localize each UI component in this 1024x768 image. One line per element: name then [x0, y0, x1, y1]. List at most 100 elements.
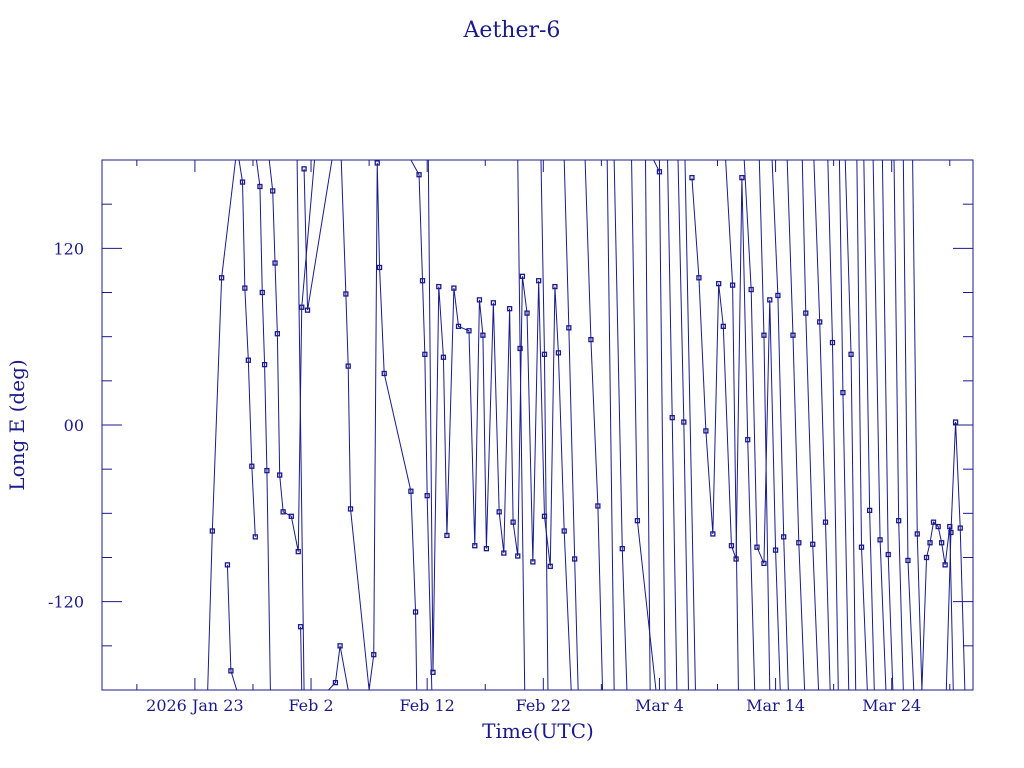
data-point [923, 554, 930, 561]
series-line-segment [921, 521, 954, 690]
data-point [952, 419, 959, 425]
series-line-segment [606, 160, 615, 690]
data-point [297, 624, 304, 630]
data-point [224, 562, 231, 568]
series-line-segment [255, 160, 271, 690]
data-point [496, 509, 502, 515]
data-point [280, 509, 286, 515]
series-line-segment [881, 160, 894, 690]
data-point [790, 332, 796, 338]
data-point [295, 548, 301, 555]
data-point [455, 323, 462, 330]
data-point [277, 472, 283, 478]
data-point [696, 275, 702, 281]
series-longitude [207, 160, 966, 690]
data-point [634, 518, 641, 524]
data-point [259, 289, 265, 296]
data-point [440, 354, 447, 360]
data-point [930, 519, 937, 525]
data-point [424, 493, 430, 499]
data-point [288, 513, 294, 519]
data-point [588, 336, 594, 343]
data-point [938, 540, 945, 546]
data-point [739, 175, 745, 181]
series-line-segment [912, 160, 923, 690]
y-axis-label: Long E (deg) [5, 359, 29, 490]
data-point [720, 323, 726, 330]
data-point [299, 304, 305, 310]
data-point [524, 310, 530, 316]
series-line-segment [856, 160, 868, 690]
data-point [619, 546, 625, 552]
data-point [689, 175, 695, 181]
data-point [381, 370, 387, 377]
data-point [515, 553, 521, 559]
data-point [595, 503, 601, 509]
data-point [476, 297, 483, 303]
data-point [412, 609, 419, 615]
series-line-segment [340, 160, 370, 690]
series-line-segment [801, 160, 820, 690]
data-point [422, 351, 428, 357]
series-line-segment [844, 160, 857, 690]
series-line-segment [368, 162, 418, 690]
data-point [710, 531, 716, 537]
data-point [228, 668, 234, 674]
data-point [656, 169, 663, 175]
y-tick-label: 120 [53, 239, 84, 258]
series-line-segment [303, 160, 333, 311]
series-line-segment [893, 160, 904, 690]
data-point [510, 519, 516, 525]
series-line-segment [631, 160, 657, 690]
data-point [796, 540, 802, 546]
data-point [957, 525, 963, 531]
chart-title: Aether-6 [463, 18, 561, 43]
data-point [218, 275, 225, 281]
series-line-segment [771, 160, 789, 690]
series-line-segment [584, 160, 604, 690]
data-point [480, 332, 486, 338]
series-line-segment [677, 160, 689, 690]
data-point [345, 363, 351, 369]
data-point [541, 351, 548, 357]
x-tick-label: Mar 24 [862, 696, 921, 715]
x-tick-label: Feb 22 [516, 696, 571, 715]
data-point [239, 179, 246, 185]
data-point [245, 357, 251, 363]
y-tick-label: -120 [48, 593, 84, 612]
data-point [419, 278, 426, 284]
series-line-segment [563, 160, 579, 690]
x-axis-label: Time(UTC) [482, 719, 594, 743]
x-tick-label: Mar 4 [635, 696, 684, 715]
data-point [249, 463, 255, 469]
data-point [942, 562, 948, 568]
data-point [885, 551, 891, 558]
data-point [669, 414, 675, 421]
data-point [761, 560, 767, 567]
data-point [371, 652, 377, 658]
data-point [337, 643, 343, 649]
data-point [501, 550, 507, 556]
series-line-segment [300, 626, 303, 690]
data-point [270, 188, 276, 194]
series-line-segment [613, 160, 628, 690]
data-point [948, 529, 954, 536]
series-line-segment [238, 160, 256, 537]
plot-frame [101, 159, 974, 691]
data-point [848, 351, 854, 357]
data-point [301, 166, 307, 172]
data-point [822, 519, 829, 525]
series-line-segment [838, 160, 850, 690]
data-point [896, 518, 902, 524]
data-point [436, 283, 442, 290]
data-point [490, 300, 497, 306]
data-point [566, 325, 572, 331]
data-point [745, 437, 751, 443]
data-point [858, 544, 865, 550]
series-line-segment [758, 160, 771, 690]
series-line-segment [863, 160, 875, 690]
data-point [209, 528, 215, 534]
series-line-segment [691, 177, 756, 690]
data-point [767, 297, 773, 303]
